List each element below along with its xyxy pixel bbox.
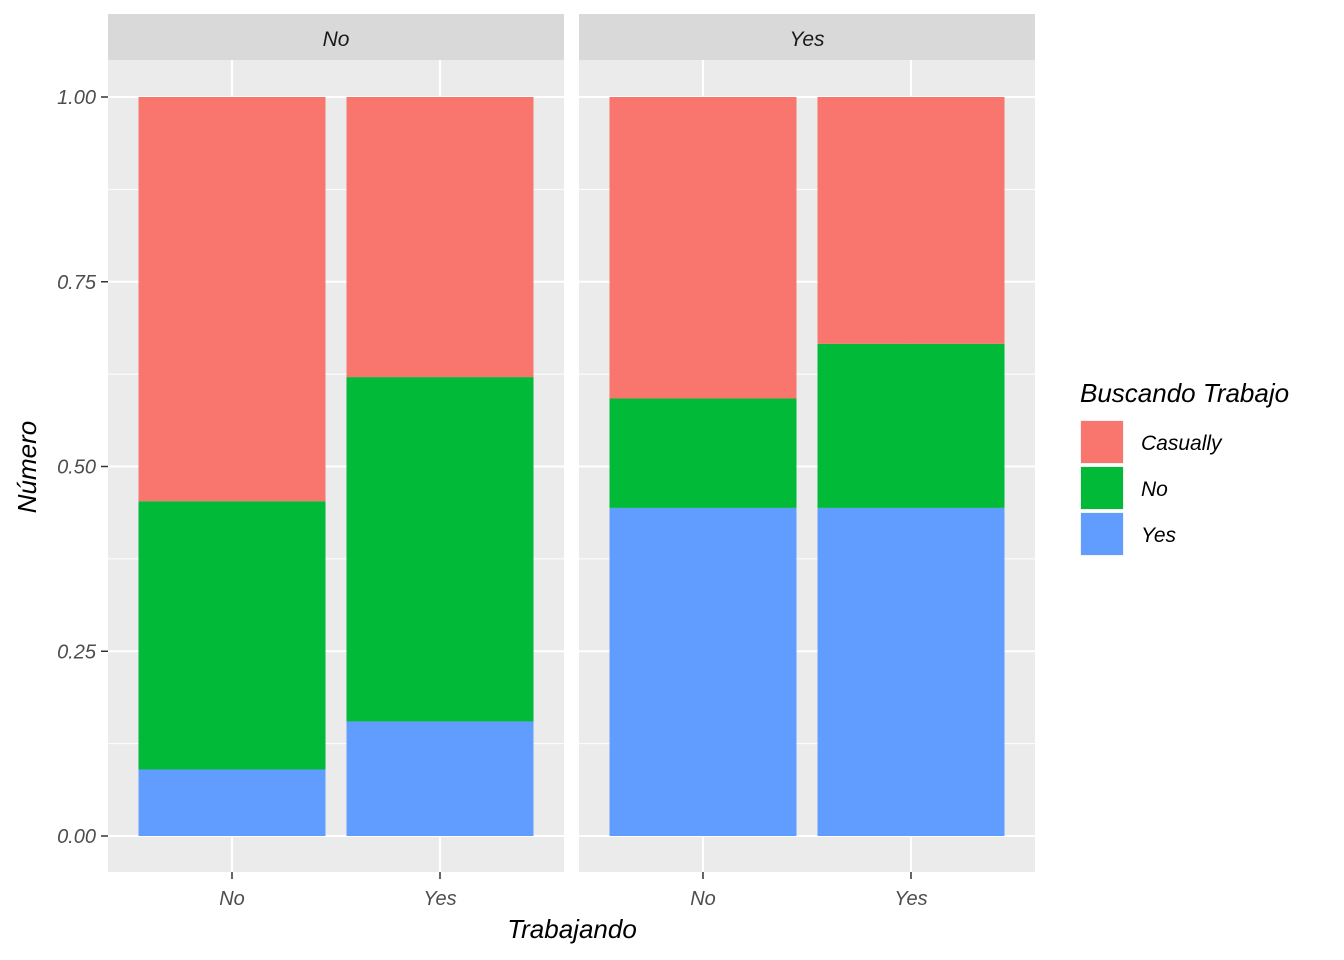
bar-segment-yes	[610, 508, 797, 836]
y-tick-label: 0.00	[57, 826, 96, 848]
bar-segment-casually	[347, 97, 534, 377]
x-tick-label: No	[219, 888, 245, 910]
bar-segment-yes	[818, 508, 1005, 836]
legend: Buscando Trabajo Casually No Yes	[1080, 378, 1289, 556]
facet-strip-label: Yes	[789, 28, 825, 51]
legend-key-swatch	[1081, 513, 1123, 555]
legend-items: Casually No Yes	[1080, 420, 1223, 556]
x-axis-title: Trabajando	[507, 914, 637, 944]
bar-segment-casually	[139, 97, 326, 501]
bar-segment-no	[818, 344, 1005, 508]
x-tick-label: No	[690, 888, 716, 910]
y-tick-label: 0.75	[57, 272, 97, 294]
legend-key-swatch	[1081, 421, 1123, 463]
legend-title: Buscando Trabajo	[1080, 378, 1289, 408]
y-tick-label: 0.25	[57, 641, 97, 663]
facet-strip-label: No	[323, 28, 350, 51]
legend-label: Casually	[1141, 432, 1223, 455]
legend-item-yes: Yes	[1080, 512, 1177, 556]
bar-segment-no	[610, 399, 797, 508]
legend-item-casually: Casually	[1080, 420, 1223, 464]
y-tick-label: 1.00	[57, 87, 96, 109]
y-axis-title: Número	[12, 421, 42, 513]
y-tick-label: 0.50	[57, 457, 96, 479]
x-tick-label: Yes	[894, 888, 927, 910]
bar-segment-casually	[818, 97, 1005, 344]
legend-key-swatch	[1081, 467, 1123, 509]
legend-item-no: No	[1080, 466, 1168, 510]
bar-segment-yes	[347, 721, 534, 836]
x-tick-label: Yes	[423, 888, 456, 910]
bar-segment-no	[347, 377, 534, 721]
bar-segment-no	[139, 501, 326, 769]
facet-panel-0: No No Yes	[108, 14, 564, 910]
bar-segment-yes	[139, 769, 326, 836]
legend-label: Yes	[1141, 524, 1177, 547]
y-axis: 0.00 0.25 0.50 0.75 1.00	[57, 87, 108, 848]
bar-segment-casually	[610, 97, 797, 399]
facet-panel-1: Yes No Yes	[579, 14, 1035, 910]
facet-panels: No No Yes Yes No Yes	[108, 14, 1035, 910]
legend-label: No	[1141, 478, 1168, 501]
